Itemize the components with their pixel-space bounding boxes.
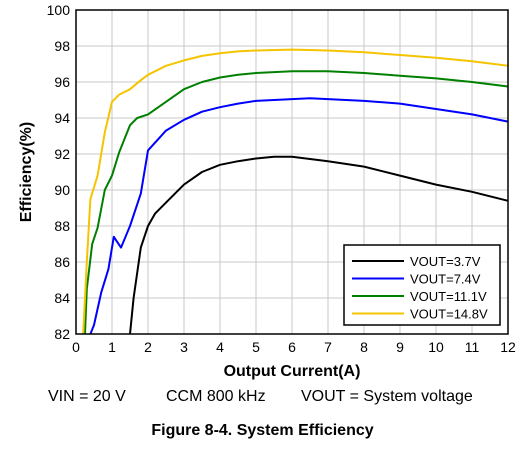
x-tick-label: 12 <box>500 339 516 355</box>
mode-note: CCM 800 kHz <box>166 388 266 405</box>
y-tick-label: 100 <box>47 2 71 18</box>
x-tick-label: 10 <box>428 339 444 355</box>
legend-label: VOUT=7.4V <box>410 272 481 287</box>
series-line-4 <box>82 48 509 335</box>
series-line-3 <box>84 70 509 335</box>
x-tick-label: 7 <box>324 339 332 355</box>
x-tick-label: 0 <box>72 339 80 355</box>
legend-label: VOUT=11.1V <box>410 289 487 304</box>
y-axis-label: Efficiency(%) <box>18 122 35 222</box>
y-tick-label: 88 <box>54 218 70 234</box>
legend-label: VOUT=3.7V <box>410 254 481 269</box>
y-tick-label: 82 <box>54 326 70 342</box>
x-tick-label: 8 <box>360 339 368 355</box>
y-tick-label: 84 <box>54 290 70 306</box>
y-tick-label: 92 <box>54 146 70 162</box>
x-tick-labels: 0 1 2 3 4 5 6 7 8 9 10 11 12 <box>72 339 516 355</box>
y-tick-label: 90 <box>54 182 70 198</box>
series-line-2 <box>89 97 509 335</box>
x-tick-label: 11 <box>465 339 480 355</box>
y-tick-label: 86 <box>54 254 70 270</box>
x-tick-label: 4 <box>216 339 224 355</box>
y-tick-label: 94 <box>54 110 70 126</box>
x-tick-label: 9 <box>396 339 404 355</box>
x-tick-label: 1 <box>108 339 116 355</box>
y-tick-label: 98 <box>54 38 70 54</box>
y-tick-labels: 82 84 86 88 90 92 94 96 98 100 <box>47 2 71 342</box>
legend-label: VOUT=14.8V <box>410 307 488 322</box>
x-tick-label: 5 <box>252 339 260 355</box>
y-tick-label: 96 <box>54 74 70 90</box>
legend-box <box>343 244 501 326</box>
x-axis-label: Output Current(A) <box>224 363 361 380</box>
plot-frame <box>75 9 509 335</box>
x-tick-label: 6 <box>288 339 296 355</box>
x-tick-label: 3 <box>180 339 188 355</box>
chart-legend: VOUT=3.7V VOUT=7.4V VOUT=11.1V VOUT=14.8V <box>343 244 501 326</box>
figure-caption: Figure 8-4. System Efficiency <box>151 422 374 439</box>
vout-note: VOUT = System voltage <box>301 388 473 405</box>
x-tick-label: 2 <box>144 339 152 355</box>
vin-note: VIN = 20 V <box>48 388 126 405</box>
series-line-1 <box>129 155 509 335</box>
chart-series <box>82 48 509 335</box>
